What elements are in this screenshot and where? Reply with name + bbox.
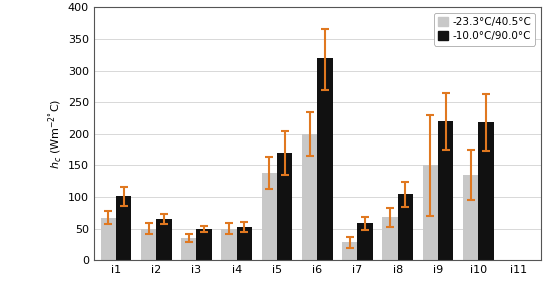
- Bar: [237, 227, 252, 260]
- Y-axis label: $h_c$ (Wm$^{-2°}$C): $h_c$ (Wm$^{-2°}$C): [47, 98, 65, 169]
- Bar: [221, 229, 237, 260]
- Bar: [277, 153, 292, 260]
- Bar: [181, 238, 196, 260]
- Bar: [382, 217, 398, 260]
- Bar: [116, 196, 131, 260]
- Bar: [196, 229, 212, 260]
- Bar: [342, 243, 357, 260]
- Bar: [423, 165, 438, 260]
- Bar: [398, 195, 413, 260]
- Bar: [262, 173, 277, 260]
- Bar: [357, 224, 373, 260]
- Bar: [101, 218, 116, 260]
- Bar: [317, 58, 332, 260]
- Legend: -23.3°C/40.5°C, -10.0°C/90.0°C: -23.3°C/40.5°C, -10.0°C/90.0°C: [434, 13, 535, 45]
- Bar: [156, 219, 171, 260]
- Bar: [478, 122, 493, 260]
- Bar: [438, 121, 453, 260]
- Bar: [141, 229, 156, 260]
- Bar: [463, 175, 478, 260]
- Bar: [302, 134, 317, 260]
